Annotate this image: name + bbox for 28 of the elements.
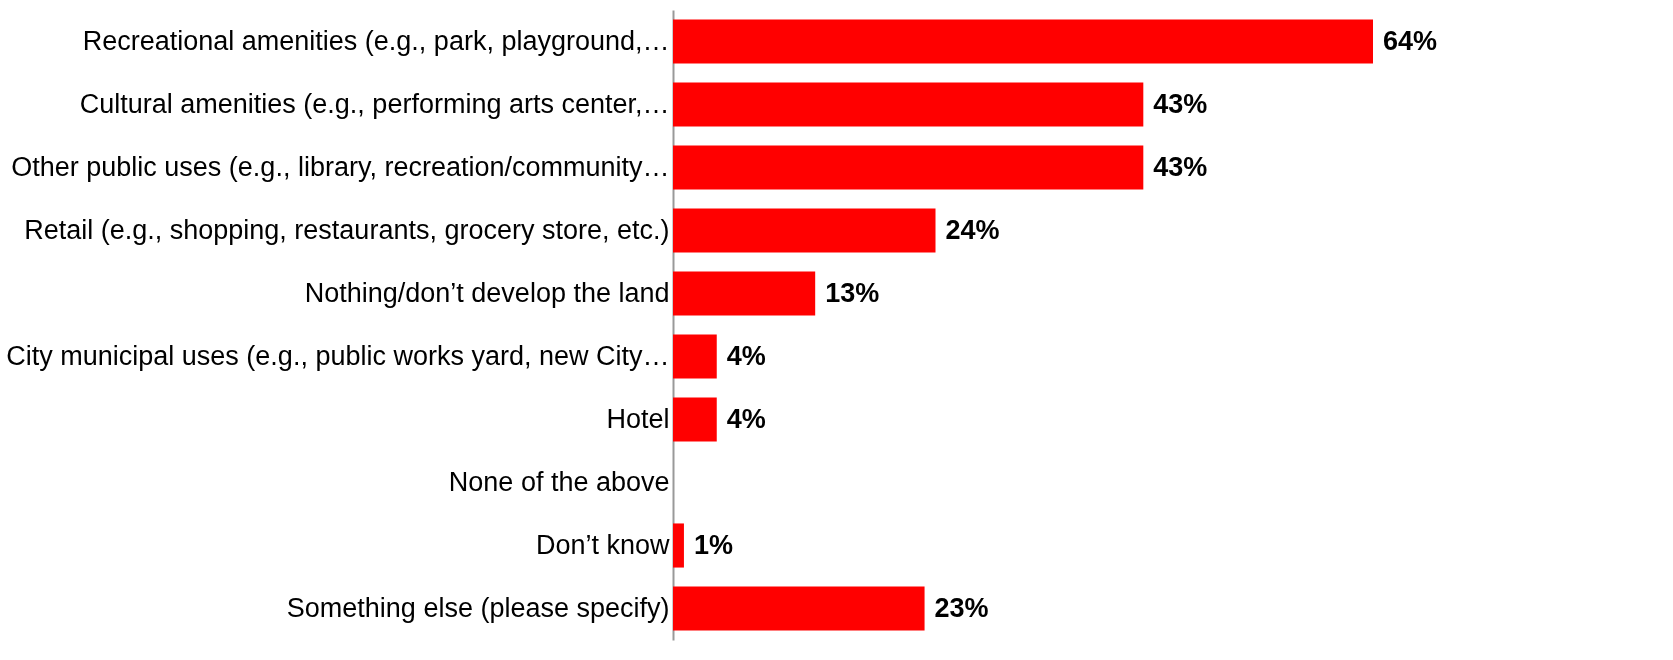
bar bbox=[673, 271, 816, 316]
y-tick-label: Retail (e.g., shopping, restaurants, grocery store, etc.) bbox=[24, 214, 670, 245]
bar bbox=[673, 523, 684, 568]
y-tick-label: City municipal uses (e.g., public works yard, new City… bbox=[6, 340, 670, 371]
bar bbox=[673, 397, 717, 442]
y-tick-label: Something else (please specify) bbox=[286, 592, 670, 623]
bar bbox=[673, 145, 1144, 190]
data-label: 1% bbox=[693, 529, 733, 560]
data-label: 4% bbox=[726, 340, 766, 371]
bar bbox=[673, 334, 717, 379]
bar bbox=[673, 208, 936, 253]
bar bbox=[673, 19, 1373, 64]
y-tick-label: Don’t know bbox=[535, 529, 670, 560]
data-label: 43% bbox=[1153, 151, 1208, 182]
bar bbox=[673, 82, 1144, 127]
y-tick-label: Other public uses (e.g., library, recreation/community… bbox=[11, 151, 670, 182]
bar bbox=[673, 586, 925, 631]
data-label: 43% bbox=[1153, 88, 1208, 119]
y-tick-label: Cultural amenities (e.g., performing arts center,… bbox=[79, 88, 670, 119]
y-tick-label: None of the above bbox=[448, 466, 670, 497]
y-tick-label: Recreational amenities (e.g., park, playground,… bbox=[82, 25, 670, 56]
data-label: 4% bbox=[726, 403, 766, 434]
data-label: 24% bbox=[945, 214, 1000, 245]
y-tick-label: Hotel bbox=[606, 403, 670, 434]
y-tick-label: Nothing/don’t develop the land bbox=[304, 277, 670, 308]
data-label: 64% bbox=[1383, 25, 1438, 56]
data-label: 13% bbox=[825, 277, 880, 308]
data-label: 23% bbox=[934, 592, 989, 623]
